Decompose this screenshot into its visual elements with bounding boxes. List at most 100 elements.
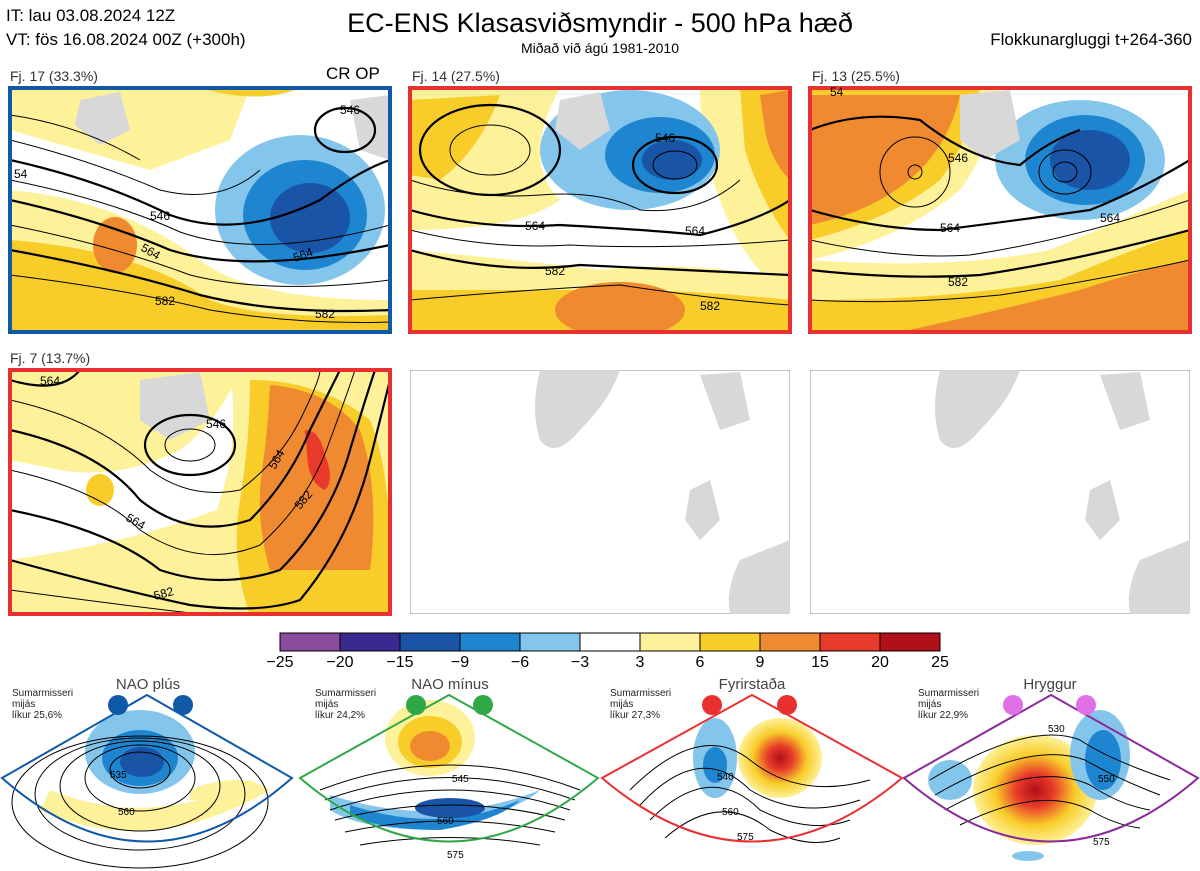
regime-marker-dot	[702, 695, 722, 715]
regime-name: Fyrirstaða	[718, 676, 786, 693]
cluster-2-label: Fj. 14 (27.5%)	[412, 68, 500, 84]
empty-map-panel	[410, 370, 790, 614]
regime-marker-dot	[473, 695, 493, 715]
cluster-4-contour-label: 582	[152, 584, 175, 603]
cluster-4-map	[10, 370, 390, 614]
cluster-1-contour-label: 546	[150, 209, 170, 223]
regime-state: mijás	[610, 699, 634, 710]
regime-contour-label: 560	[118, 807, 135, 818]
cluster-4-contour-label: 564	[40, 374, 60, 388]
regime-name: Hryggur	[1023, 676, 1077, 693]
regime-season: Sumarmisseri	[315, 688, 377, 699]
regime-season: Sumarmisseri	[12, 688, 74, 699]
colorbar-swatch	[819, 632, 881, 652]
cluster-2-contour-label: 582	[545, 264, 565, 278]
regime-marker-dot	[108, 695, 128, 715]
regime-contour-label: 560	[722, 807, 739, 818]
regime-marker-dot	[777, 695, 797, 715]
cluster-3-map	[810, 88, 1190, 332]
regime-state: mijás	[315, 699, 339, 710]
cluster-1-contour-label: 564	[291, 245, 315, 265]
cluster-4-label: Fj. 7 (13.7%)	[10, 350, 91, 366]
regime-contour-label: 540	[717, 772, 734, 783]
colorbar-swatch	[339, 632, 401, 652]
page-subtitle: Miðað við ágú 1981-2010	[520, 40, 679, 56]
cluster-4-contour-label: 546	[206, 417, 226, 431]
regime-probability: líkur 22,9%	[918, 710, 969, 721]
regime-marker-dot	[406, 695, 426, 715]
colorbar-swatch	[699, 632, 761, 652]
regime-info: Sumarmisseri mijás líkur 27,3%	[610, 688, 671, 721]
regime-info: Sumarmisseri mijás líkur 24,2%	[315, 688, 376, 721]
page-title: EC-ENS Klasasviðsmyndir - 500 hPa hæð	[347, 8, 853, 38]
colorbar-tick-label: −15	[386, 654, 414, 671]
colorbar-tick-label: −25	[266, 654, 294, 671]
colorbar-tick-label: 6	[695, 654, 705, 671]
regime-contour-label: 575	[1093, 837, 1110, 848]
colorbar-swatch	[879, 632, 941, 652]
colorbar-tick-label: −9	[450, 654, 470, 671]
colorbar-swatch	[459, 632, 521, 652]
colorbar-swatch	[579, 632, 641, 652]
colorbar-swatch	[399, 632, 461, 652]
regime-marker-dot	[1003, 695, 1023, 715]
cluster-1-contour-label: 546	[340, 103, 360, 117]
valid-time: VT: fös 16.08.2024 00Z (+300h)	[6, 30, 246, 49]
cluster-1-frame	[8, 86, 392, 334]
cluster-3-frame	[808, 86, 1192, 334]
colorbar-tick-label: 9	[755, 654, 765, 671]
regime-name: NAO plús	[115, 676, 181, 693]
regime-blocking-map	[600, 693, 904, 843]
colorbar-tick-label: −20	[326, 654, 354, 671]
colorbar-swatch	[759, 632, 821, 652]
cluster-3-label: Fj. 13 (25.5%)	[812, 68, 900, 84]
regime-state: mijás	[12, 699, 36, 710]
initial-time: IT: lau 03.08.2024 12Z	[6, 6, 176, 25]
regime-contour-label: 545	[452, 774, 469, 785]
regime-probability: líkur 25,6%	[12, 710, 63, 721]
cluster-2-contour-label: 564	[525, 219, 545, 233]
regime-probability: líkur 27,3%	[610, 710, 661, 721]
regime-contour-label: 550	[1098, 774, 1115, 785]
colorbar-tick-label: −3	[570, 654, 590, 671]
cluster-3-contour-label: 546	[948, 151, 968, 165]
regime-marker-dot	[173, 695, 193, 715]
cluster-3-contour-label: 564	[940, 221, 960, 235]
regime-name: NAO mínus	[411, 676, 489, 693]
regime-season: Sumarmisseri	[610, 688, 672, 699]
regime-season: Sumarmisseri	[918, 688, 980, 699]
cluster-2-frame	[408, 86, 792, 334]
regime-contour-label: 575	[447, 850, 464, 861]
regime-nao-minus-map	[298, 693, 600, 846]
regime-contour-label: 560	[437, 816, 454, 827]
regime-info: Sumarmisseri mijás líkur 22,9%	[918, 688, 979, 721]
regime-marker-dot	[1076, 695, 1096, 715]
empty-map-panel	[810, 370, 1190, 614]
colorbar	[279, 632, 941, 652]
classification-window: Flokkunargluggi t+264-360	[990, 30, 1192, 49]
cluster-1-contour-label: 54	[14, 167, 28, 181]
colorbar-swatch	[639, 632, 701, 652]
colorbar-swatch	[519, 632, 581, 652]
colorbar-tick-label: 20	[871, 654, 889, 671]
colorbar-tick-label: 3	[635, 654, 645, 671]
regime-contour-label: 535	[110, 770, 127, 781]
cluster-2-contour-label: 546	[655, 131, 675, 145]
cluster-1-extra: CR OP	[326, 64, 380, 83]
regime-ridge-map	[902, 693, 1200, 861]
colorbar-tick-label: −6	[510, 654, 530, 671]
cluster-2-contour-label: 582	[700, 299, 720, 313]
header-info: IT: lau 03.08.2024 12Z VT: fös 16.08.202…	[6, 4, 246, 52]
regime-contour-label: 530	[1048, 724, 1065, 735]
cluster-1-contour-label: 582	[315, 307, 335, 321]
regime-state: mijás	[918, 699, 942, 710]
cluster-1-contour-label: 582	[155, 294, 175, 308]
cluster-3-contour-label: 564	[1100, 211, 1120, 225]
cluster-4-frame	[8, 368, 392, 616]
cluster-1-map	[10, 88, 390, 332]
cluster-3-contour-label: 582	[948, 275, 968, 289]
regime-contour-label: 575	[737, 832, 754, 843]
cluster-3-contour-label: 54	[830, 85, 844, 99]
colorbar-tick-label: 25	[931, 654, 949, 671]
